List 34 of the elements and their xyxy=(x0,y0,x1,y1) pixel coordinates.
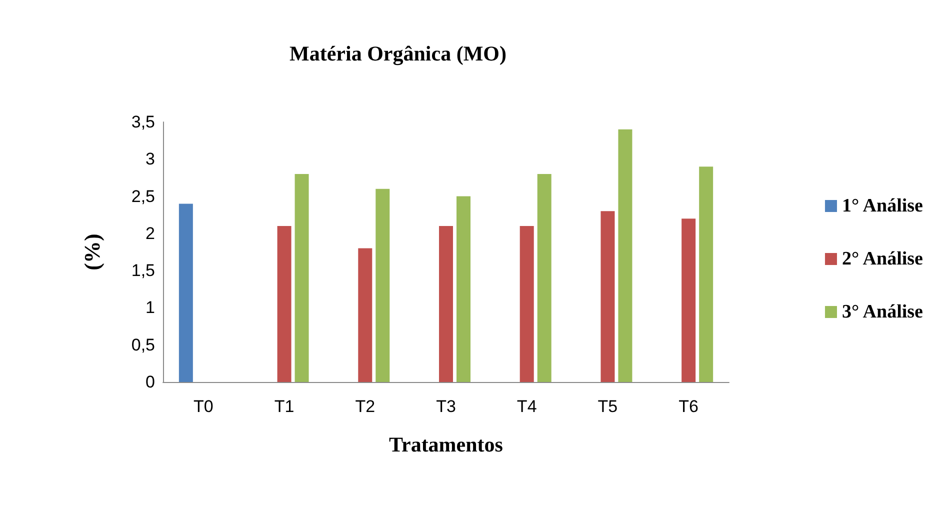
y-tick-label: 0 xyxy=(146,372,155,392)
legend-label: 2° Análise xyxy=(842,248,923,270)
bar xyxy=(358,248,372,382)
y-tick-label: 1,5 xyxy=(131,261,155,280)
bar xyxy=(682,218,696,382)
y-tick-label: 1 xyxy=(146,298,155,318)
y-tick-label: 3 xyxy=(146,150,155,169)
y-axis-title: (%) xyxy=(80,234,104,270)
bar xyxy=(456,196,470,382)
legend-label: 1° Análise xyxy=(842,196,923,216)
legend-label: 3° Análise xyxy=(842,302,923,322)
bar xyxy=(600,211,615,382)
x-tick-label: T6 xyxy=(678,397,698,416)
x-axis-title: Tratamentos xyxy=(389,432,503,456)
x-tick-label: T3 xyxy=(436,397,456,416)
y-tick-label: 3,5 xyxy=(131,112,155,132)
bar xyxy=(294,174,309,382)
bar xyxy=(277,226,292,382)
x-tick-label: T5 xyxy=(598,397,618,416)
bar xyxy=(178,204,193,382)
x-tick-label: T1 xyxy=(274,397,294,416)
x-tick-label: T0 xyxy=(194,397,214,416)
y-tick-label: 0,5 xyxy=(131,335,155,354)
bar xyxy=(376,188,390,382)
bar xyxy=(618,129,632,382)
bar xyxy=(699,166,714,382)
y-tick-label: 2 xyxy=(146,224,155,243)
chart-title: Matéria Orgânica (MO) xyxy=(290,42,506,66)
y-tick-label: 2,5 xyxy=(131,186,155,206)
bar xyxy=(439,226,453,382)
x-tick-label: T2 xyxy=(355,397,376,416)
x-tick-label: T4 xyxy=(516,397,537,416)
bar xyxy=(520,226,534,382)
bar xyxy=(537,174,552,382)
